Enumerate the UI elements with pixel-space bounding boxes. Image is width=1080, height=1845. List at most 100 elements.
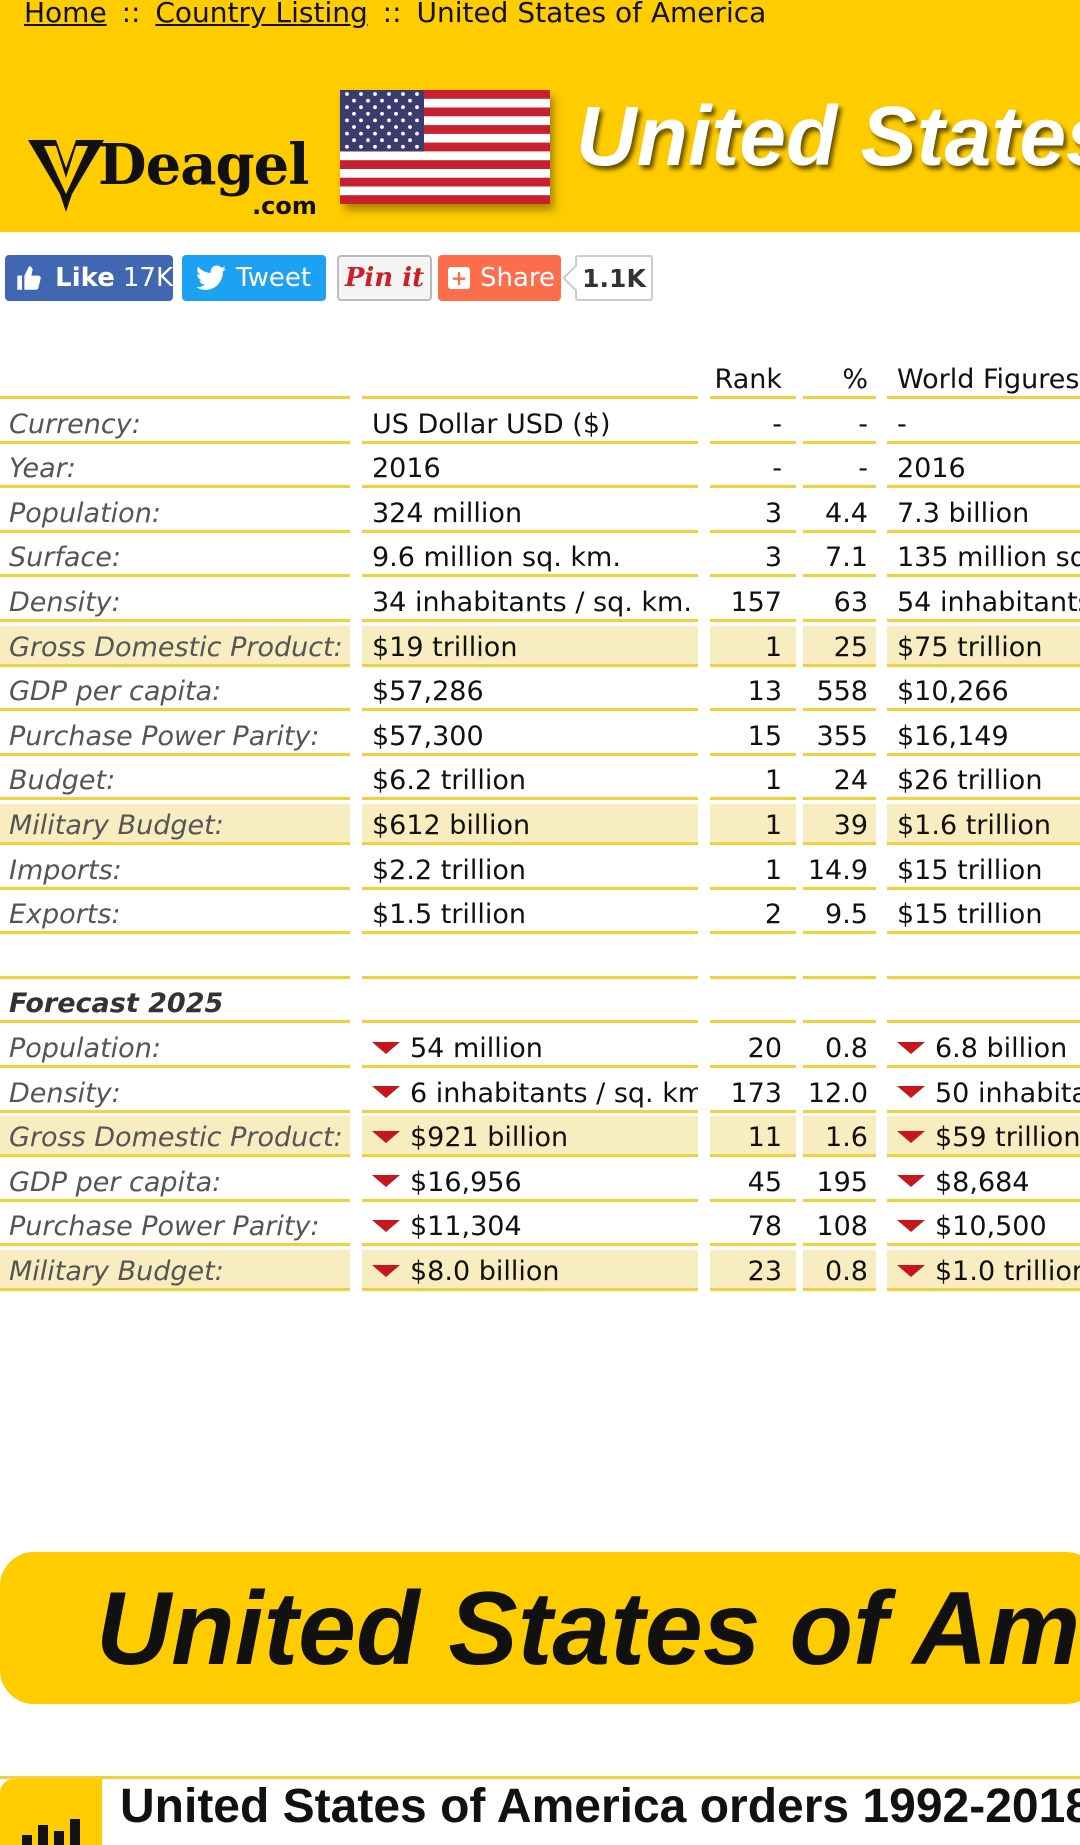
row-value: $19 trillion [362, 625, 698, 667]
like-count: 17K [122, 263, 173, 293]
row-world: $8,684 [887, 1161, 1080, 1202]
row-value: 54 million [362, 1027, 698, 1068]
row-label: Exports: [0, 893, 350, 935]
down-arrow-icon [897, 1130, 925, 1143]
row-pct: 12.0 [803, 1072, 876, 1113]
breadcrumb-current: United States of America [416, 0, 767, 29]
row-label: Purchase Power Parity: [0, 715, 350, 756]
row-label: GDP per capita: [0, 1161, 350, 1202]
table-row: GDP per capita: $57,286 13 558 $10,266 [0, 670, 1080, 714]
row-world-text: 50 inhabitants / sq. km. [935, 1077, 1080, 1109]
breadcrumb: Home :: Country Listing :: United States… [24, 0, 766, 29]
row-rank: 173 [710, 1072, 796, 1113]
row-value: $2.2 trillion [362, 849, 698, 890]
row-pct: 0.8 [803, 1027, 876, 1068]
down-arrow-icon [372, 1086, 400, 1099]
breadcrumb-home-link[interactable]: Home [24, 0, 107, 29]
row-rank: 2 [710, 893, 796, 935]
deagel-emblem-icon [28, 140, 104, 212]
row-world-text: $10,500 [935, 1211, 1047, 1243]
tweet-button[interactable]: Tweet [182, 255, 326, 301]
us-flag-icon [340, 90, 550, 204]
row-pct: 9.5 [803, 893, 876, 935]
row-rank: 1 [710, 759, 796, 801]
row-world-text: 6.8 billion [935, 1033, 1068, 1064]
down-arrow-icon [897, 1041, 925, 1054]
row-value: $8.0 billion [362, 1250, 698, 1291]
header-value-cell [362, 358, 698, 399]
row-rank: 45 [710, 1161, 796, 1202]
row-pct: 39 [803, 804, 876, 845]
down-arrow-icon [372, 1041, 400, 1054]
thumbs-up-icon [17, 266, 41, 290]
row-label: Budget: [0, 759, 350, 801]
row-world: $15 trillion [887, 849, 1080, 890]
row-label: Purchase Power Parity: [0, 1205, 350, 1247]
page-title: United States [576, 89, 1080, 183]
row-pct: 14.9 [803, 849, 876, 890]
row-pct: 24 [803, 759, 876, 801]
row-pct: 1.6 [803, 1116, 876, 1158]
header-rank-cell: Rank [710, 358, 796, 399]
share-button[interactable]: + Share [438, 255, 561, 301]
banner-title: United States of America [96, 1571, 1080, 1687]
row-value: $16,956 [362, 1161, 698, 1202]
row-rank: 1 [710, 625, 796, 667]
row-value-text: $921 billion [410, 1122, 569, 1154]
table-row: Gross Domestic Product: $19 trillion 1 25 $7… [0, 625, 1080, 670]
row-rank: - [710, 403, 796, 444]
pinterest-button[interactable]: Pin it [337, 255, 432, 301]
row-rank: 13 [710, 670, 796, 712]
down-arrow-icon [372, 1175, 400, 1188]
row-value-text: $8.0 billion [410, 1256, 560, 1287]
share-label: Share [480, 263, 556, 293]
facebook-like-button[interactable]: Like 17K [5, 255, 173, 301]
row-world: $26 trillion [887, 759, 1080, 801]
down-arrow-icon [372, 1264, 400, 1277]
row-label: Surface: [0, 536, 350, 578]
row-pct: 4.4 [803, 492, 876, 533]
row-label: GDP per capita: [0, 670, 350, 712]
row-world: 6.8 billion [887, 1027, 1080, 1068]
row-pct: 108 [803, 1205, 876, 1247]
row-pct: 0.8 [803, 1250, 876, 1291]
down-arrow-icon [897, 1219, 925, 1232]
row-label: Imports: [0, 849, 350, 890]
row-pct: - [803, 447, 876, 489]
row-label: Density: [0, 581, 350, 622]
share-count-badge: 1.1K [575, 255, 653, 301]
breadcrumb-country-listing-link[interactable]: Country Listing [155, 0, 368, 29]
row-world: $10,500 [887, 1205, 1080, 1247]
table-spacer-row [0, 938, 1080, 982]
row-value: 6 inhabitants / sq. km. [362, 1072, 698, 1113]
row-value-text: 54 million [410, 1033, 543, 1064]
row-label: Military Budget: [0, 804, 350, 845]
header-world-cell: World Figures [887, 358, 1080, 399]
row-rank: 15 [710, 715, 796, 756]
row-world: $1.6 trillion [887, 804, 1080, 845]
row-rank: 3 [710, 492, 796, 533]
row-rank: 78 [710, 1205, 796, 1247]
row-world: 7.3 billion [887, 492, 1080, 533]
row-rank: - [710, 447, 796, 489]
site-header: Home :: Country Listing :: United States… [0, 0, 1080, 232]
row-value: $612 billion [362, 804, 698, 845]
logo-suffix: .com [252, 192, 317, 220]
orders-chart-icon [0, 1779, 102, 1845]
spacer-cell [803, 982, 876, 1024]
row-world: 54 inhabitants / sq. km. [887, 581, 1080, 622]
row-world: 2016 [887, 447, 1080, 489]
breadcrumb-separator: :: [121, 0, 141, 29]
row-pct: 195 [803, 1161, 876, 1202]
twitter-bird-icon [196, 265, 226, 290]
row-rank: 20 [710, 1027, 796, 1068]
spacer-cell [710, 982, 796, 1024]
table-row: Purchase Power Parity: $57,300 15 355 $16,14… [0, 715, 1080, 759]
row-world: - [887, 403, 1080, 444]
down-arrow-icon [897, 1086, 925, 1099]
row-rank: 1 [710, 804, 796, 845]
like-label: Like [55, 263, 115, 293]
site-logo[interactable]: Deagel .com [26, 128, 326, 220]
row-rank: 3 [710, 536, 796, 578]
row-world: $16,149 [887, 715, 1080, 756]
